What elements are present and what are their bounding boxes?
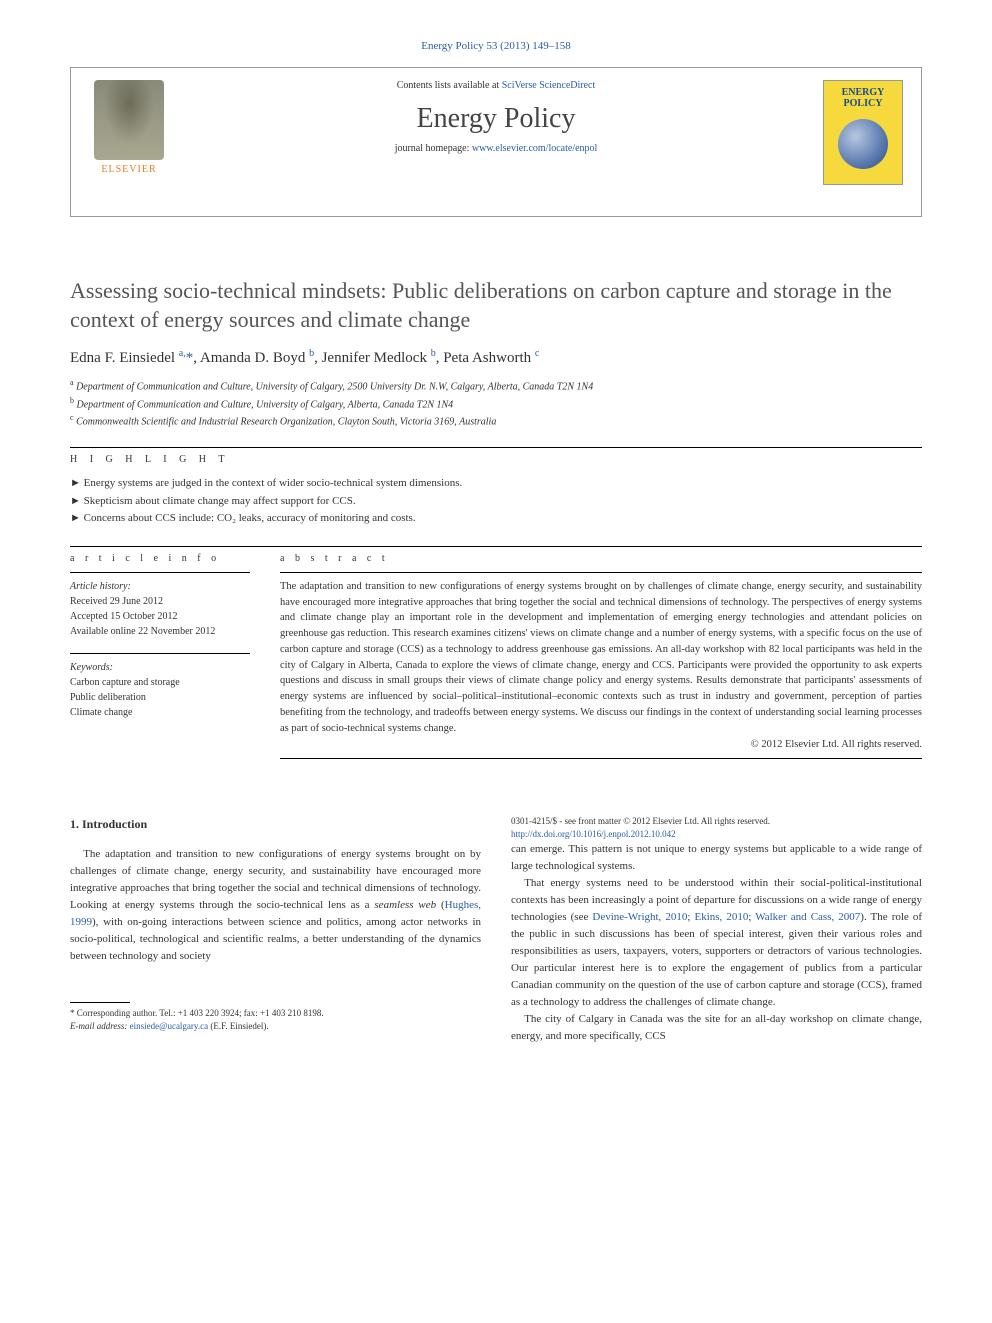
homepage-label: journal homepage: [395,143,472,154]
history-received: Received 29 June 2012 [70,594,250,609]
email-suffix: (E.F. Einsiedel). [210,1021,268,1031]
journal-citation: Energy Policy 53 (2013) 149–158 [70,40,922,52]
author-3: Jennifer Medlock [322,350,427,366]
corresponding-marker[interactable]: * [186,350,194,366]
publisher-label: ELSEVIER [101,164,156,175]
contents-text: Contents lists available at [397,80,502,91]
ref-link[interactable]: Devine-Wright, 2010 [592,911,687,923]
issn-line: 0301-4215/$ - see front matter © 2012 El… [511,815,922,828]
keyword: Climate change [70,705,250,720]
footnote-divider [70,1002,130,1003]
sciencedirect-link[interactable]: SciVerse ScienceDirect [502,80,596,91]
divider [70,447,922,448]
intro-paragraph: The adaptation and transition to new con… [70,846,481,965]
highlight-item: Skepticism about climate change may affe… [70,493,922,511]
affil-link-a[interactable]: a, [179,348,186,359]
affiliation-a: a Department of Communication and Cultur… [70,377,922,394]
homepage-link[interactable]: www.elsevier.com/locate/enpol [472,143,597,154]
article-info-label: a r t i c l e i n f o [70,553,250,564]
affil-link-b2[interactable]: b [431,348,436,359]
ref-link[interactable]: Ekins, 2010 [694,911,748,923]
ref-link[interactable]: Walker and Cass, 2007 [755,911,860,923]
highlight-item: Concerns about CCS include: CO₂ leaks, a… [70,510,922,528]
elsevier-tree-icon [94,80,164,160]
divider [70,572,250,573]
intro-paragraph-3: That energy systems need to be understoo… [511,875,922,1011]
keyword: Public deliberation [70,690,250,705]
article-history: Article history: Received 29 June 2012 A… [70,579,250,639]
highlight-item: Energy systems are judged in the context… [70,475,922,493]
affiliation-b: b Department of Communication and Cultur… [70,395,922,412]
doi-block: 0301-4215/$ - see front matter © 2012 El… [511,815,922,840]
intro-paragraph-4: The city of Calgary in Canada was the si… [511,1011,922,1045]
intro-heading: 1. Introduction [70,815,481,834]
keyword: Carbon capture and storage [70,675,250,690]
author-2: Amanda D. Boyd [200,350,305,366]
divider [280,572,922,573]
author-1: Edna F. Einsiedel [70,350,175,366]
copyright: © 2012 Elsevier Ltd. All rights reserved… [280,739,922,750]
cover-title: ENERGY POLICY [828,87,898,109]
contents-line: Contents lists available at SciVerse Sci… [199,80,793,91]
footnote-tel: * Corresponding author. Tel.: +1 403 220… [70,1007,481,1020]
journal-cover-thumbnail: ENERGY POLICY [823,80,903,185]
journal-name: Energy Policy [199,103,793,135]
history-head: Article history: [70,579,250,594]
intro-paragraph-2: can emerge. This pattern is not unique t… [511,841,922,875]
abstract-label: a b s t r a c t [280,553,922,564]
affiliations: a Department of Communication and Cultur… [70,377,922,429]
highlight-label: H I G H L I G H T [70,454,922,465]
keywords-head: Keywords: [70,660,250,675]
divider [70,546,922,547]
doi-link[interactable]: http://dx.doi.org/10.1016/j.enpol.2012.1… [511,829,676,839]
abstract-text: The adaptation and transition to new con… [280,579,922,737]
journal-header-box: ELSEVIER Contents lists available at Sci… [70,67,922,217]
affil-link-b[interactable]: b [309,348,314,359]
affil-link-c[interactable]: c [535,348,539,359]
article-title: Assessing socio-technical mindsets: Publ… [70,277,922,334]
author-4: Peta Ashworth [443,350,531,366]
homepage-line: journal homepage: www.elsevier.com/locat… [199,143,793,154]
divider [280,758,922,759]
affiliation-c: c Commonwealth Scientific and Industrial… [70,412,922,429]
history-online: Available online 22 November 2012 [70,624,250,639]
email-link[interactable]: einsiede@ucalgary.ca [130,1021,208,1031]
highlights-list: Energy systems are judged in the context… [70,475,922,528]
keywords-block: Keywords: Carbon capture and storage Pub… [70,660,250,720]
corresponding-footnote: * Corresponding author. Tel.: +1 403 220… [70,1007,481,1032]
body-text: 1. Introduction The adaptation and trans… [70,815,922,1045]
history-accepted: Accepted 15 October 2012 [70,609,250,624]
divider [70,653,250,654]
elsevier-logo: ELSEVIER [89,80,169,180]
authors-line: Edna F. Einsiedel a,*, Amanda D. Boyd b,… [70,348,922,367]
globe-icon [838,119,888,169]
email-label: E-mail address: [70,1021,130,1031]
